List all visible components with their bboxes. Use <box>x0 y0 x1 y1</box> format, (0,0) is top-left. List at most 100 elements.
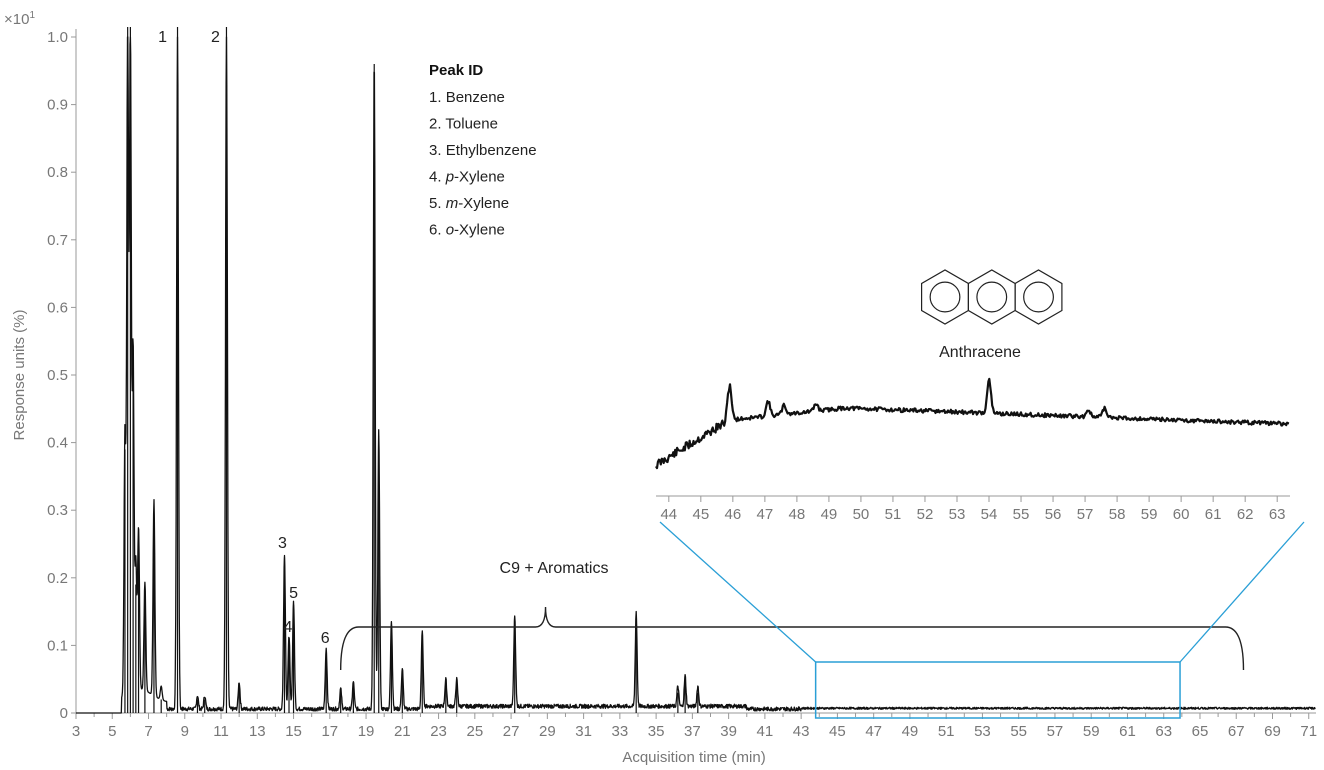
anthracene-ring <box>967 269 1016 325</box>
y-tick-label: 0.4 <box>47 435 68 452</box>
inset-x-tick-label: 54 <box>981 506 998 523</box>
peak-number-label: 6 <box>321 630 330 647</box>
y-tick-label: 0.7 <box>47 232 68 249</box>
x-tick-label: 31 <box>575 723 592 740</box>
y-tick-label: 1.0 <box>47 29 68 46</box>
x-tick-label: 33 <box>612 723 629 740</box>
legend-item-name: -Xylene <box>454 222 505 239</box>
x-tick-label: 35 <box>648 723 665 740</box>
inset-x-tick-label: 56 <box>1045 506 1062 523</box>
legend-item-prefix: p <box>445 169 454 186</box>
peak-number-label: 5 <box>289 585 298 602</box>
legend-title: Peak ID <box>429 62 483 79</box>
y-tick-label: 0.3 <box>47 502 68 519</box>
y-axis-ticks: 0 0.1 0.2 0.3 0.4 0.5 0.6 0.7 0.8 0.9 1.0 <box>47 29 76 722</box>
inset-x-tick-label: 44 <box>660 506 677 523</box>
peak-number-label: 3 <box>278 535 287 552</box>
legend-item-prefix: o <box>446 222 454 239</box>
x-tick-label: 63 <box>1155 723 1172 740</box>
inset-x-axis-ticks: 44 45 46 47 48 49 50 51 52 53 54 55 56 57 58 59 60 61 62 63 <box>660 496 1286 523</box>
x-tick-label: 53 <box>974 723 991 740</box>
anthracene-ring <box>1014 269 1063 325</box>
x-tick-label: 39 <box>720 723 737 740</box>
legend-item-number: 2. <box>429 116 445 133</box>
y-multiplier-label: ×101 <box>4 10 35 28</box>
y-tick-label: 0.5 <box>47 367 68 384</box>
anthracene-aromatic-circle <box>1023 281 1054 313</box>
x-tick-label: 69 <box>1264 723 1281 740</box>
inset-x-tick-label: 53 <box>949 506 966 523</box>
y-tick-label: 0.6 <box>47 299 68 316</box>
multiplier-base: ×10 <box>4 11 29 28</box>
zoom-connector-left <box>659 521 817 663</box>
inset-x-tick-label: 60 <box>1173 506 1190 523</box>
inset-x-tick-label: 52 <box>917 506 934 523</box>
legend-item: 5. m-Xylene <box>429 195 509 212</box>
inset-x-tick-label: 48 <box>789 506 806 523</box>
legend-item: 2. Toluene <box>429 116 498 133</box>
x-axis-label: Acquisition time (min) <box>622 749 765 766</box>
x-tick-label: 5 <box>108 723 116 740</box>
inset-x-tick-label: 47 <box>757 506 774 523</box>
x-tick-label: 67 <box>1228 723 1245 740</box>
peak-marks <box>124 27 699 713</box>
peak-labels: 1 2 3 4 5 6 <box>158 29 330 647</box>
legend-item-number: 5. <box>429 195 446 212</box>
inset-x-tick-label: 55 <box>1013 506 1030 523</box>
legend-item-prefix: m <box>446 195 459 212</box>
legend-item: 3. Ethylbenzene <box>429 142 537 159</box>
legend-item-name: Ethylbenzene <box>446 142 537 159</box>
inset-x-tick-label: 61 <box>1205 506 1222 523</box>
x-tick-label: 55 <box>1010 723 1027 740</box>
x-tick-label: 45 <box>829 723 846 740</box>
x-tick-label: 59 <box>1083 723 1100 740</box>
multiplier-exponent: 1 <box>29 10 35 21</box>
inset-x-tick-label: 63 <box>1269 506 1286 523</box>
x-tick-label: 49 <box>902 723 919 740</box>
x-tick-label: 61 <box>1119 723 1136 740</box>
y-tick-label: 0.2 <box>47 570 68 587</box>
inset-x-tick-label: 46 <box>725 506 742 523</box>
legend-item-number: 1. <box>429 89 446 106</box>
x-tick-label: 51 <box>938 723 955 740</box>
inset-x-tick-label: 49 <box>821 506 838 523</box>
x-tick-label: 29 <box>539 723 556 740</box>
legend-item-name: -Xylene <box>458 195 509 212</box>
inset-x-tick-label: 45 <box>692 506 709 523</box>
x-tick-label: 19 <box>358 723 375 740</box>
x-tick-label: 9 <box>181 723 189 740</box>
legend-item-name: Toluene <box>445 116 498 133</box>
peak-number-label: 1 <box>158 29 167 46</box>
peak-number-label: 4 <box>284 619 293 636</box>
x-tick-label: 17 <box>321 723 338 740</box>
legend-item-number: 6. <box>429 222 446 239</box>
x-tick-label: 27 <box>503 723 520 740</box>
legend-item-number: 4. <box>429 169 446 186</box>
y-tick-label: 0.1 <box>47 637 68 654</box>
inset-trace <box>655 377 1290 470</box>
x-tick-label: 25 <box>466 723 483 740</box>
c9-aromatics-label: C9 + Aromatics <box>500 560 609 577</box>
x-tick-label: 11 <box>213 723 229 740</box>
inset-x-tick-label: 62 <box>1237 506 1254 523</box>
anthracene-ring <box>920 269 970 325</box>
zoom-region-box <box>814 661 1181 719</box>
x-tick-label: 7 <box>144 723 152 740</box>
y-tick-label: 0 <box>60 705 68 722</box>
anthracene-aromatic-circle <box>976 281 1008 313</box>
anthracene-structure-icon <box>920 269 1063 325</box>
legend-item: 4. p-Xylene <box>429 169 505 186</box>
anthracene-label: Anthracene <box>939 344 1021 361</box>
legend-item-name: Benzene <box>446 89 505 106</box>
x-tick-label: 65 <box>1192 723 1209 740</box>
inset-zoom-chart: 44 45 46 47 48 49 50 51 52 53 54 55 56 57 58 59 60 61 62 63 <box>655 377 1290 523</box>
legend-item: 6. o-Xylene <box>429 222 505 239</box>
chromatogram-trace <box>75 36 1316 714</box>
legend-item-name: -Xylene <box>454 169 505 186</box>
x-axis-ticks: 3 5 7 9 11 13 15 17 19 21 23 25 27 29 31 33 35 37 39 41 43 45… <box>72 713 1317 740</box>
legend-item: 1. Benzene <box>429 89 505 106</box>
y-tick-label: 0.9 <box>47 97 68 114</box>
x-tick-label: 13 <box>249 723 266 740</box>
